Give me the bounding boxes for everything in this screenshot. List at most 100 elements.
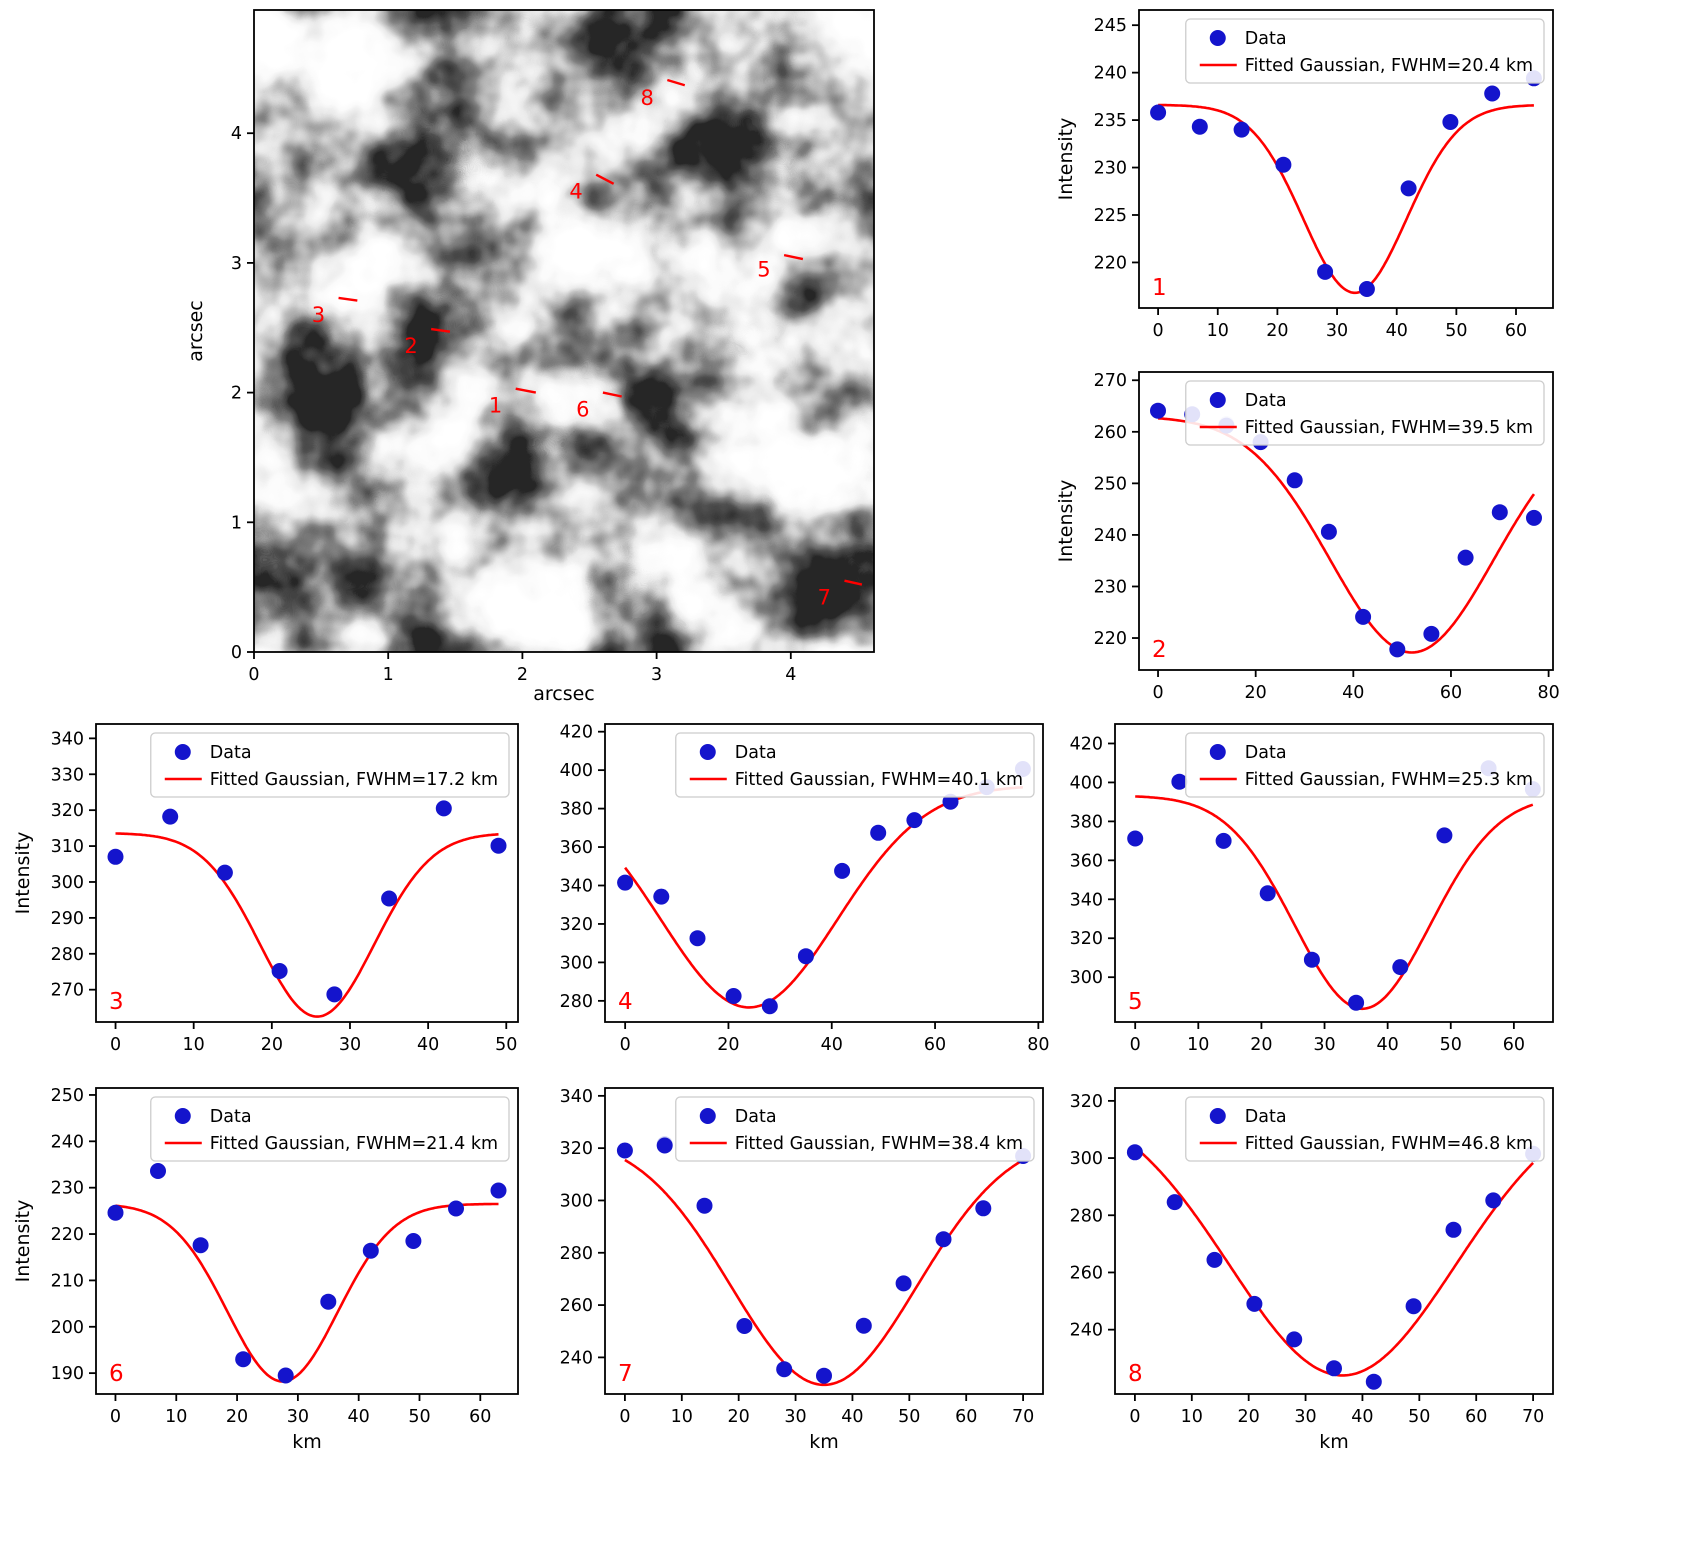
- y-tick-label: 210: [51, 1271, 84, 1291]
- legend-box: [1185, 18, 1545, 84]
- data-point: [942, 793, 959, 810]
- data-point: [895, 1275, 912, 1292]
- fit-chart-1: 0 10 20 30 40 50 60 220 225 230 235 240 245 Intensity…: [1055, 9, 1554, 341]
- data-point: [1392, 959, 1409, 976]
- data-point: [1303, 951, 1320, 968]
- data-point: [1150, 104, 1167, 121]
- data-point: [271, 963, 288, 979]
- cut-marker-tick: [783, 253, 804, 261]
- legend: Data Fitted Gaussian, FWHM=40.1 km: [675, 732, 1035, 798]
- legend-fit-label: Fitted Gaussian, FWHM=21.4 km: [210, 1134, 498, 1154]
- y-tick-label: 420: [1070, 734, 1103, 754]
- data-point: [1423, 625, 1440, 642]
- cut-marker-tick: [430, 327, 451, 333]
- y-tick-label: 240: [1094, 64, 1127, 84]
- y-tick-label: 320: [1070, 929, 1103, 949]
- x-tick-label: 60: [955, 1407, 977, 1427]
- data-point: [1445, 1221, 1462, 1238]
- axes: 0 20 40 60 80 280 300 320 340 360 380 400 420: [560, 723, 1050, 1055]
- legend-box: [675, 1096, 1035, 1162]
- fit-chart-3: 0 10 20 30 40 50 270 280 290 300 310 320 330 340 Inten…: [12, 723, 519, 1055]
- y-tick-label: 330: [51, 765, 84, 785]
- x-tick-label: 70: [1522, 1407, 1544, 1427]
- data-point: [1171, 773, 1188, 790]
- y-tick-label: 280: [560, 992, 593, 1012]
- axes: 0 1 2 3 4 0 1 2 3 4 arcsec arcsec: [185, 124, 796, 705]
- y-tick-label: 2: [231, 384, 242, 404]
- y-tick-label: 400: [560, 761, 593, 781]
- data-points: [1127, 760, 1541, 1011]
- axes-frame: [95, 723, 519, 1023]
- x-tick-label: 20: [717, 1035, 739, 1055]
- data-point: [320, 1293, 337, 1310]
- y-tick-label: 300: [1070, 1149, 1103, 1169]
- fitted-gaussian-curve: [1158, 103, 1534, 295]
- data-point: [107, 848, 124, 865]
- x-tick-label: 0: [1153, 321, 1164, 341]
- legend-data-label: Data: [1245, 29, 1287, 49]
- legend: Data Fitted Gaussian, FWHM=38.4 km: [675, 1096, 1035, 1162]
- y-tick-label: 230: [51, 1179, 84, 1199]
- data-point: [362, 1242, 379, 1259]
- legend-data-label: Data: [1245, 1107, 1287, 1127]
- cut-markers: 1 2 3 4 5 6 7 8: [312, 78, 863, 610]
- x-tick-label: 40: [1342, 683, 1364, 703]
- data-point: [192, 1237, 209, 1254]
- y-axis-label: Intensity: [1055, 480, 1077, 563]
- y-tick-label: 260: [1094, 423, 1127, 443]
- x-axis-label: km: [1319, 1431, 1349, 1453]
- data-point: [1526, 509, 1542, 526]
- axes: 0 10 20 30 40 50 60 220 225 230 235 240 245 Intensity: [1055, 16, 1527, 341]
- y-tick-label: 250: [51, 1086, 84, 1106]
- legend-data-marker: [1209, 392, 1226, 408]
- data-point: [656, 1137, 673, 1154]
- x-tick-label: 30: [784, 1407, 806, 1427]
- x-tick-label: 40: [348, 1407, 370, 1427]
- cut-marker-label: 1: [489, 394, 502, 418]
- legend-box: [150, 732, 510, 798]
- data-point: [435, 800, 452, 817]
- x-tick-label: 40: [1386, 321, 1408, 341]
- data-points: [1150, 70, 1542, 297]
- y-tick-label: 240: [1094, 526, 1127, 546]
- legend-box: [150, 1096, 510, 1162]
- data-point: [906, 812, 923, 829]
- cut-marker-tick: [595, 173, 615, 185]
- fit-chart-4: 0 20 40 60 80 280 300 320 340 360 380 400 420 4 Data Fi…: [560, 723, 1050, 1055]
- granulation-map: 0 1 2 3 4 0 1 2 3 4 arcsec arcsec 1 2 3 4 5 6 7 8: [185, 9, 875, 705]
- data-point: [696, 1197, 713, 1214]
- y-tick-label: 340: [560, 1087, 593, 1107]
- panel-number: 7: [618, 1361, 633, 1387]
- y-tick-label: 220: [1094, 253, 1127, 273]
- data-point: [448, 1200, 464, 1217]
- data-point: [1246, 1295, 1263, 1312]
- fit-panel-6: 0 10 20 30 40 50 60 190 200 210 220 230 240 250 km Inte…: [12, 1078, 532, 1464]
- data-point: [1317, 263, 1334, 280]
- y-tick-label: 290: [51, 909, 84, 929]
- data-point: [617, 874, 634, 891]
- y-tick-label: 340: [51, 729, 84, 749]
- granulation-map-panel: 0 1 2 3 4 0 1 2 3 4 arcsec arcsec 1 2 3 4 5 6 7 8: [182, 0, 888, 716]
- y-tick-label: 260: [1070, 1263, 1103, 1283]
- legend-data-label: Data: [735, 1107, 777, 1127]
- data-point: [1389, 641, 1406, 658]
- data-point: [150, 1163, 166, 1179]
- cut-marker-tick: [338, 296, 358, 302]
- y-tick-label: 300: [560, 953, 593, 973]
- legend-data-marker: [1209, 30, 1226, 46]
- legend-data-label: Data: [735, 743, 777, 763]
- x-tick-label: 40: [417, 1035, 439, 1055]
- panel-number: 4: [618, 989, 633, 1015]
- data-point: [935, 1231, 952, 1248]
- legend: Data Fitted Gaussian, FWHM=17.2 km: [150, 732, 510, 798]
- x-tick-label: 10: [183, 1035, 205, 1055]
- data-point: [1275, 156, 1292, 173]
- data-point: [870, 824, 887, 841]
- cut-marker-label: 2: [404, 334, 417, 358]
- x-tick-label: 30: [1294, 1407, 1316, 1427]
- y-tick-label: 320: [560, 1139, 593, 1159]
- data-point: [216, 864, 233, 881]
- x-tick-label: 30: [287, 1407, 309, 1427]
- cut-marker-label: 8: [641, 86, 654, 110]
- legend-data-marker: [699, 1108, 716, 1124]
